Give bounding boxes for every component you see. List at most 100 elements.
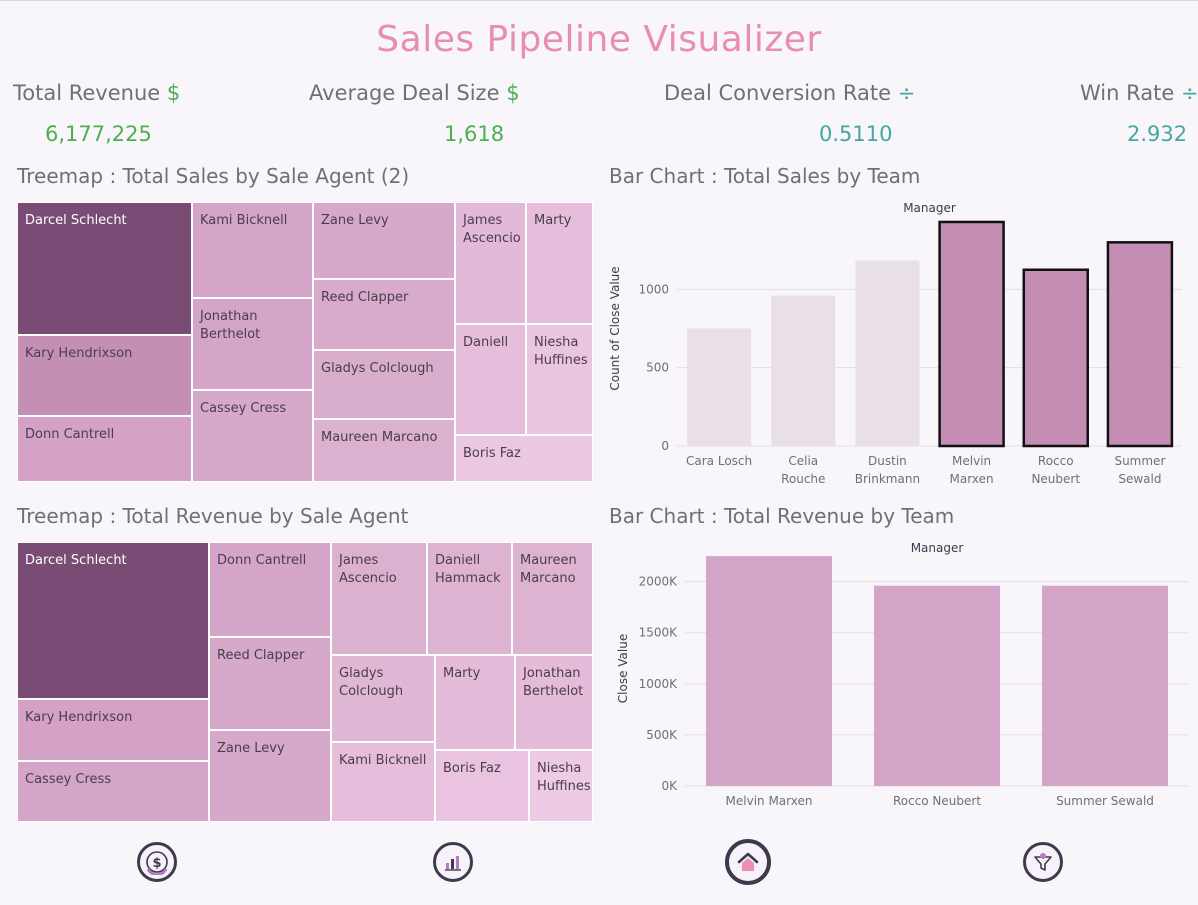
bar[interactable] <box>687 328 752 447</box>
treemap-tile[interactable]: Boris Faz <box>435 750 529 822</box>
kpi-avg-deal-value: 1,618 <box>444 122 505 146</box>
kpi-conversion-label: Deal Conversion Rate ÷ <box>664 81 916 105</box>
page-title: Sales Pipeline Visualizer <box>376 19 822 60</box>
tile-label: Zane Levy <box>321 213 389 228</box>
treemap-tile[interactable]: James Ascencio <box>455 202 526 324</box>
kpi-win-rate-value: 2.932 <box>1127 122 1188 146</box>
treemap-tile[interactable]: Reed Clapper <box>313 279 455 350</box>
treemap-tile[interactable]: Jonathan Berthelot <box>515 655 593 750</box>
tile-label: Reed Clapper <box>321 290 409 305</box>
treemap-tile[interactable]: Gladys Colclough <box>313 350 455 419</box>
tile-label: Cassey Cress <box>25 772 112 787</box>
dollar-icon: $ <box>166 81 181 105</box>
treemap-tile[interactable]: Donn Cantrell <box>17 416 192 482</box>
x-tick-label: Rocco <box>1038 454 1074 468</box>
tile-label: Donn Cantrell <box>25 427 115 442</box>
bar[interactable] <box>855 260 920 446</box>
kpi-avg-deal-label: Average Deal Size $ <box>309 81 520 105</box>
treemap-tile[interactable]: Kary Hendrixson <box>17 335 192 416</box>
x-tick-label: Marxen <box>950 472 994 486</box>
treemap-tile[interactable]: Reed Clapper <box>209 637 331 730</box>
bar[interactable] <box>874 585 1000 786</box>
tile-label: Zane Levy <box>217 741 285 756</box>
treemap-tile[interactable]: Daniell Hammack <box>427 542 512 655</box>
y-tick-label: 500K <box>646 728 678 742</box>
tile-label: Marty <box>443 666 481 681</box>
treemap-tile[interactable]: Kami Bicknell <box>192 202 313 298</box>
x-tick-label: Summer <box>1114 454 1165 468</box>
treemap-tile[interactable]: Maureen Marcano <box>313 419 455 482</box>
y-axis-label: Close Value <box>616 634 630 703</box>
bar[interactable] <box>938 220 1005 448</box>
bar[interactable] <box>1106 241 1174 448</box>
revenue-nav-icon[interactable]: $ <box>137 842 177 882</box>
bar[interactable] <box>706 556 832 786</box>
tile-label: Jonathan Berthelot <box>523 666 584 699</box>
y-axis-label: Count of Close Value <box>608 266 622 390</box>
tile-label: Niesha Huffines <box>534 335 588 368</box>
treemap-tile[interactable]: Niesha Huffines <box>529 750 593 822</box>
x-tick-label: Cara Losch <box>686 454 752 468</box>
tile-label: Gladys Colclough <box>321 361 434 376</box>
treemap-tile[interactable]: Cassey Cress <box>192 390 313 482</box>
tile-label: Donn Cantrell <box>217 553 307 568</box>
treemap-tile[interactable]: Kary Hendrixson <box>17 699 209 761</box>
tile-label: Maureen Marcano <box>520 553 577 586</box>
treemap-tile[interactable]: Kami Bicknell <box>331 742 435 822</box>
home-nav-icon[interactable] <box>725 839 771 885</box>
treemap-sales-title: Treemap : Total Sales by Sale Agent (2) <box>17 164 410 188</box>
bar[interactable] <box>771 295 836 446</box>
bar[interactable] <box>1022 268 1089 448</box>
treemap-tile[interactable]: Boris Faz <box>455 435 593 482</box>
tile-label: Boris Faz <box>443 761 501 776</box>
treemap-tile[interactable]: Darcel Schlecht <box>17 542 209 699</box>
tile-label: Darcel Schlecht <box>25 213 127 228</box>
tile-label: Daniell <box>463 335 509 350</box>
tile-label: Niesha Huffines <box>537 761 591 794</box>
tile-label: Kary Hendrixson <box>25 346 133 361</box>
x-tick-label: Melvin <box>952 454 991 468</box>
treemap-tile[interactable]: Gladys Colclough <box>331 655 435 742</box>
chart-title: Manager <box>903 201 956 215</box>
treemap-tile[interactable]: Marty <box>435 655 515 750</box>
y-tick-label: 0K <box>661 779 678 793</box>
treemap-revenue-title: Treemap : Total Revenue by Sale Agent <box>17 504 409 528</box>
treemap-tile[interactable]: Donn Cantrell <box>209 542 331 637</box>
x-tick-label: Neubert <box>1031 472 1080 486</box>
tile-label: Cassey Cress <box>200 401 287 416</box>
tile-label: Maureen Marcano <box>321 430 438 445</box>
y-tick-label: 1000 <box>638 282 669 296</box>
tile-label: Marty <box>534 213 572 228</box>
tile-label: James Ascencio <box>339 553 397 586</box>
treemap-tile[interactable]: Cassey Cress <box>17 761 209 822</box>
treemap-tile[interactable]: Niesha Huffines <box>526 324 593 435</box>
bar-chart-icon <box>445 856 461 871</box>
treemap-tile[interactable]: James Ascencio <box>331 542 427 655</box>
treemap-tile[interactable]: Daniell <box>455 324 526 435</box>
x-tick-label: Celia <box>788 454 818 468</box>
kpi-total-revenue-label: Total Revenue $ <box>13 81 181 105</box>
funnel-nav-icon[interactable] <box>1023 842 1063 882</box>
tile-label: Kami Bicknell <box>200 213 288 228</box>
bar-chart-revenue: Manager Close Value 0K 500K 1000K 1500K 2000K M… <box>616 541 1189 808</box>
x-tick-label: Sewald <box>1118 472 1161 486</box>
tile-label: Jonathan Berthelot <box>200 309 261 342</box>
analytics-nav-icon[interactable] <box>433 842 473 882</box>
y-tick-label: 0 <box>661 439 669 453</box>
x-tick-label: Melvin Marxen <box>726 794 813 808</box>
x-tick-label: Rocco Neubert <box>893 794 981 808</box>
y-tick-label: 2000K <box>639 575 679 589</box>
treemap-tile[interactable]: Marty <box>526 202 593 324</box>
y-tick-label: 1500K <box>639 626 679 640</box>
treemap-tile[interactable]: Jonathan Berthelot <box>192 298 313 390</box>
treemap-tile[interactable]: Zane Levy <box>313 202 455 279</box>
bar[interactable] <box>1042 585 1168 786</box>
treemap-tile[interactable]: Maureen Marcano <box>512 542 593 655</box>
treemap-tile[interactable]: Zane Levy <box>209 730 331 822</box>
dollar-icon: $ <box>506 81 520 105</box>
divide-icon: ÷ <box>1180 81 1198 105</box>
treemap-tile[interactable]: Darcel Schlecht <box>17 202 192 335</box>
svg-text:$: $ <box>152 856 161 871</box>
tile-label: Daniell Hammack <box>435 553 501 586</box>
x-tick-label: Brinkmann <box>855 472 920 486</box>
